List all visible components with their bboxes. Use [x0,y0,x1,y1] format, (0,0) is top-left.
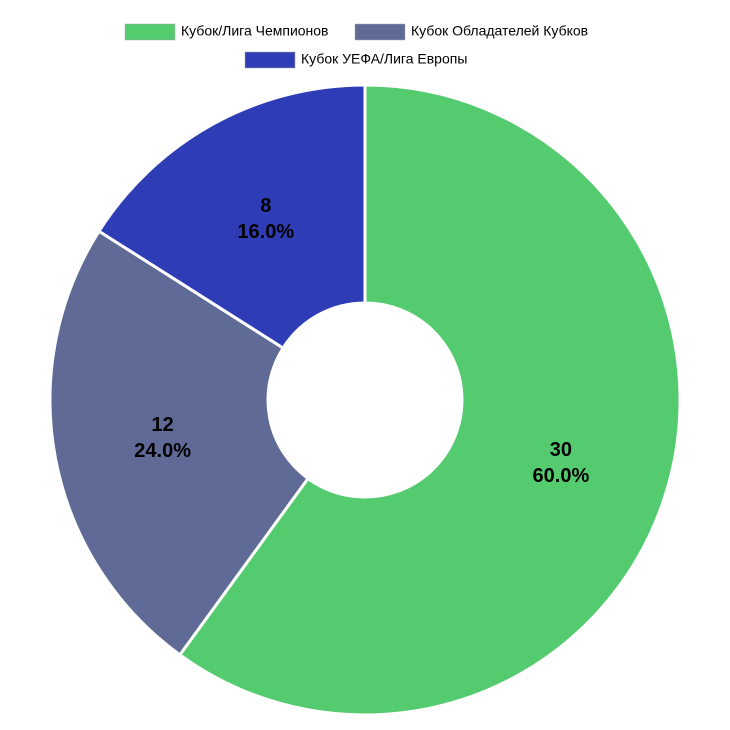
value-label: 8 [260,195,271,217]
legend-swatch [124,23,176,41]
percent-label: 60.0% [533,465,590,487]
percent-label: 16.0% [237,221,294,243]
legend-label: Кубок/Лига Чемпионов [181,23,329,39]
legend-label: Кубок Обладателей Кубков [411,23,588,39]
slice [177,83,682,717]
legend-label: Кубок УЕФА/Лига Европы [301,51,467,67]
legend-swatch [354,23,406,41]
value-label: 12 [152,414,174,436]
legend-swatch [244,51,296,69]
slice [48,229,311,657]
percent-label: 24.0% [134,440,191,462]
value-label: 30 [550,439,572,461]
slice [96,83,367,351]
